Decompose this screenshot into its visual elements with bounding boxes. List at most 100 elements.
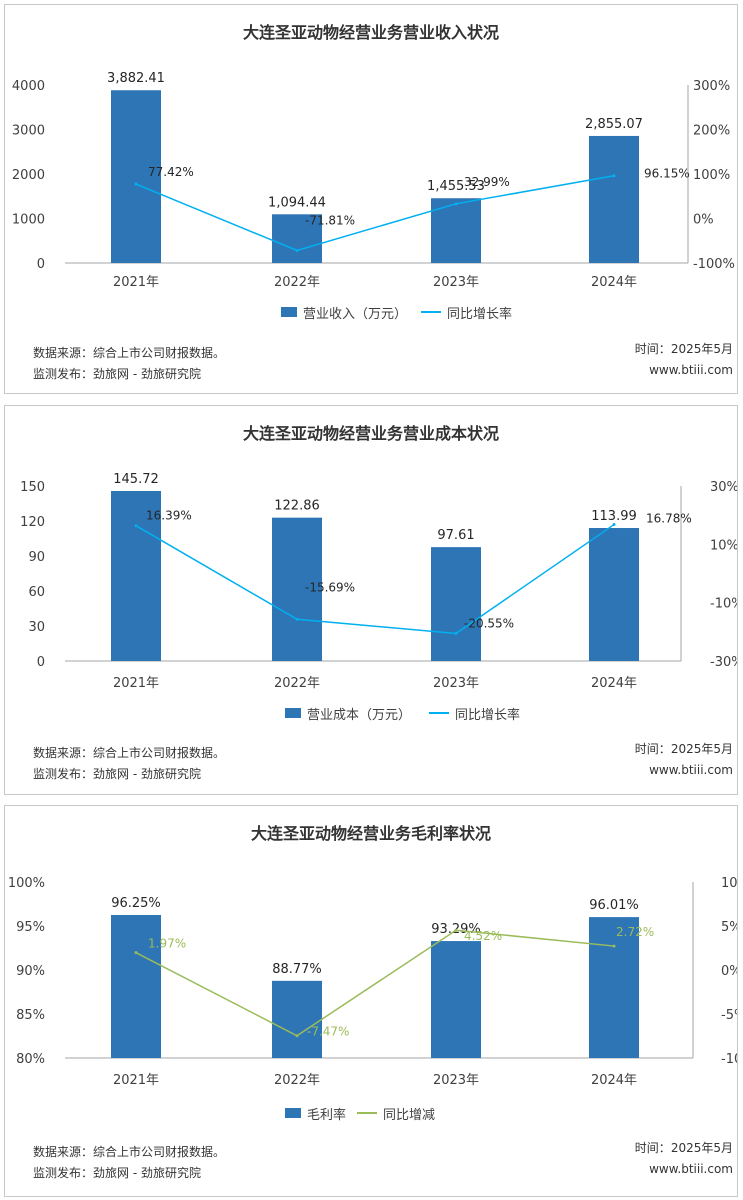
legend-bar-swatch <box>281 307 297 317</box>
chart-title: 大连圣亚动物经营业务毛利率状况 <box>251 824 491 843</box>
bar-data-label: 2,855.07 <box>585 117 643 132</box>
line-data-label: -15.69% <box>305 580 355 594</box>
line-point <box>295 617 299 621</box>
right-axis-tick-label: 200% <box>693 124 730 139</box>
revenue-chart: 大连圣亚动物经营业务营业收入状况 0 1000 2000 3000 4000 -100% 0%… <box>12 23 735 322</box>
site-url: www.btiii.com <box>649 363 733 377</box>
cost-chart-panel: 大连圣亚动物经营业务营业成本状况 0 30 60 90 120 150 -30% -10% 10%… <box>4 405 738 795</box>
source-label: 数据来源： <box>33 1145 94 1159</box>
bar-data-label: 1,094.44 <box>268 195 326 210</box>
right-axis-tick-label: -10% <box>721 1052 737 1067</box>
margin-chart-panel: 大连圣亚动物经营业务毛利率状况 80% 85% 90% 95% 100% -10% -5% 0%… <box>4 805 738 1197</box>
line-point <box>612 944 616 948</box>
right-axis-tick-label: 10% <box>721 876 737 891</box>
bar <box>589 917 639 1058</box>
left-axis-tick-label: 95% <box>16 920 45 935</box>
bar <box>272 214 322 263</box>
legend-line-label: 同比增长率 <box>447 306 512 322</box>
right-axis-tick-label: 30% <box>710 480 737 495</box>
line-point <box>134 182 138 186</box>
bar <box>111 490 161 661</box>
time-value: 2025年5月 <box>670 1141 733 1155</box>
right-axis-tick-label: 0% <box>693 213 714 228</box>
bar-data-label: 1,455.53 <box>427 179 485 194</box>
bar <box>272 517 322 661</box>
revenue-chart-panel: 大连圣亚动物经营业务营业收入状况 0 1000 2000 3000 4000 -100% 0%… <box>4 4 738 394</box>
line-data-label: 16.78% <box>646 512 692 526</box>
legend-bar-label: 毛利率 <box>307 1107 346 1123</box>
line-point <box>612 174 616 178</box>
footer-source-block: 数据来源：综合上市公司财报数据。 监测发布：劲旅网 - 劲旅研究院 <box>33 743 225 785</box>
bar-data-label: 3,882.41 <box>107 71 165 86</box>
left-axis-tick-label: 90% <box>16 964 45 979</box>
bar <box>111 915 161 1058</box>
category-label: 2021年 <box>113 275 159 290</box>
publisher-text: 劲旅网 - 劲旅研究院 <box>93 767 201 781</box>
bar-data-label: 113.99 <box>591 509 637 524</box>
line-point <box>134 951 138 955</box>
left-axis-tick-label: 4000 <box>12 79 45 94</box>
left-axis-tick-label: 60 <box>28 585 45 600</box>
line-point <box>134 524 138 528</box>
bar <box>431 547 481 661</box>
time-label: 时间： <box>634 342 671 356</box>
cost-chart: 大连圣亚动物经营业务营业成本状况 0 30 60 90 120 150 -30% -10% 10%… <box>20 424 737 723</box>
category-label: 2022年 <box>274 676 320 691</box>
right-axis-tick-label: -30% <box>710 655 737 670</box>
bar-data-label: 122.86 <box>274 499 320 514</box>
growth-line <box>135 929 615 1037</box>
bar-data-label: 96.01% <box>589 898 639 913</box>
legend-bar-swatch <box>285 708 301 718</box>
line-point <box>454 928 458 932</box>
source-text: 综合上市公司财报数据。 <box>93 346 226 360</box>
growth-line <box>135 174 615 252</box>
bar <box>431 941 481 1058</box>
category-label: 2023年 <box>433 275 479 290</box>
time-label: 时间： <box>634 742 671 756</box>
chart-title: 大连圣亚动物经营业务营业成本状况 <box>243 424 499 443</box>
right-axis-tick-label: -5% <box>721 1008 737 1023</box>
category-label: 2023年 <box>433 1073 479 1088</box>
line-data-label: -71.81% <box>305 213 355 227</box>
footer-source-block: 数据来源：综合上市公司财报数据。 监测发布：劲旅网 - 劲旅研究院 <box>33 343 225 385</box>
margin-chart: 大连圣亚动物经营业务毛利率状况 80% 85% 90% 95% 100% -10% -5% 0%… <box>8 824 737 1123</box>
publisher-label: 监测发布： <box>33 1166 94 1180</box>
line-data-label: 4.52% <box>464 929 502 943</box>
line-point <box>454 202 458 206</box>
footer-time-block: 时间：2025年5月 www.btiii.com <box>635 1138 733 1180</box>
line-data-label: 32.99% <box>464 175 510 189</box>
bar-data-label: 145.72 <box>113 472 159 487</box>
time-label: 时间： <box>634 1141 671 1155</box>
legend-bar-label: 营业收入（万元） <box>303 307 407 322</box>
left-axis-tick-label: 150 <box>20 480 45 495</box>
publisher-text: 劲旅网 - 劲旅研究院 <box>93 1166 201 1180</box>
footer-time-block: 时间：2025年5月 www.btiii.com <box>635 739 733 781</box>
left-axis-tick-label: 30 <box>28 620 45 635</box>
category-label: 2024年 <box>591 1073 637 1088</box>
line-data-label: 2.72% <box>616 925 654 939</box>
right-axis-tick-label: 300% <box>693 79 730 94</box>
footer-source-block: 数据来源：综合上市公司财报数据。 监测发布：劲旅网 - 劲旅研究院 <box>33 1142 225 1184</box>
right-axis-tick-label: -10% <box>710 597 737 612</box>
legend-bar-label: 营业成本（万元） <box>307 708 411 723</box>
left-axis-tick-label: 1000 <box>12 213 45 228</box>
left-axis-tick-label: 3000 <box>12 124 45 139</box>
source-label: 数据来源： <box>33 346 94 360</box>
legend-line-label: 同比增减 <box>383 1108 435 1123</box>
right-axis-tick-label: -100% <box>693 257 735 272</box>
line-data-label: 1.97% <box>148 937 186 951</box>
category-label: 2024年 <box>591 676 637 691</box>
legend-bar-swatch <box>285 1108 301 1118</box>
footer-time-block: 时间：2025年5月 www.btiii.com <box>635 339 733 381</box>
right-axis-tick-label: 0% <box>721 964 737 979</box>
line-data-label: 77.42% <box>148 165 194 179</box>
bar <box>111 90 161 263</box>
category-label: 2021年 <box>113 1073 159 1088</box>
source-text: 综合上市公司财报数据。 <box>93 1145 226 1159</box>
line-point <box>612 523 616 527</box>
bar <box>431 198 481 263</box>
bar-data-label: 96.25% <box>111 896 161 911</box>
line-data-label: 96.15% <box>644 167 690 181</box>
left-axis-tick-label: 80% <box>16 1052 45 1067</box>
right-axis-tick-label: 100% <box>693 168 730 183</box>
